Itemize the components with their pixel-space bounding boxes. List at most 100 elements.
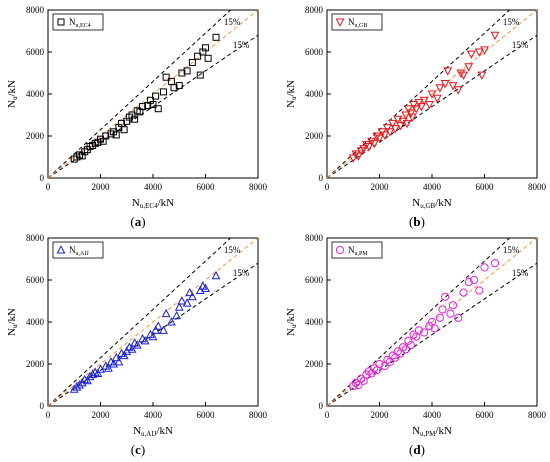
data-point — [407, 113, 417, 122]
x-tick-label: 2000 — [92, 410, 111, 420]
data-point — [424, 101, 434, 110]
x-tick-label: 4000 — [144, 182, 163, 192]
lower-bound-line — [48, 262, 258, 406]
legend-marker — [335, 245, 345, 255]
data-point — [151, 325, 161, 334]
data-point — [401, 345, 410, 354]
data-point — [359, 145, 369, 154]
data-point — [187, 291, 197, 301]
legend-box — [52, 241, 104, 259]
x-tick-label: 6000 — [476, 182, 495, 192]
x-tick-label: 8000 — [249, 182, 268, 192]
data-point — [430, 324, 439, 333]
data-point — [409, 330, 418, 339]
lower-bound-label: 15% — [233, 268, 250, 278]
data-point — [393, 347, 402, 356]
y-tick-label: 2000 — [305, 131, 324, 141]
data-point — [399, 343, 408, 352]
x-tick-label: 8000 — [528, 410, 547, 420]
y-tick-label: 6000 — [305, 275, 324, 285]
data-point — [401, 111, 411, 120]
data-point — [177, 296, 187, 305]
x-tick-label: 8000 — [249, 410, 268, 420]
panel-caption: (b) — [409, 214, 425, 229]
y-axis-label: Nu/kN — [285, 80, 298, 108]
data-point — [448, 82, 458, 91]
data-point — [382, 124, 392, 133]
data-point — [372, 132, 382, 141]
y-tick-label: 4000 — [26, 89, 45, 99]
data-point — [448, 301, 458, 310]
lower-bound-label: 15% — [233, 40, 250, 50]
data-point — [175, 82, 183, 90]
data-point — [361, 140, 371, 150]
data-point — [438, 305, 447, 314]
x-tick-label: 6000 — [476, 410, 495, 420]
x-tick-label: 0 — [325, 182, 330, 192]
data-point — [127, 344, 137, 353]
data-point — [419, 96, 429, 106]
data-point — [75, 380, 84, 389]
data-point — [446, 309, 455, 318]
y-tick-label: 2000 — [26, 131, 45, 141]
upper-bound-line — [48, 10, 232, 178]
data-point — [420, 328, 429, 337]
data-point — [388, 119, 398, 129]
reference-lines — [48, 238, 258, 406]
data-point — [409, 101, 419, 110]
x-axis-label: Nu,EC4/kN — [132, 197, 174, 210]
data-point — [370, 364, 379, 373]
data-point — [69, 384, 79, 393]
y-tick-label: 4000 — [26, 317, 45, 327]
data-points — [348, 31, 500, 163]
x-tick-label: 6000 — [197, 410, 216, 420]
data-point — [351, 150, 361, 159]
data-point — [149, 101, 157, 108]
data-point — [172, 310, 182, 320]
data-point — [170, 84, 178, 92]
y-tick-label: 6000 — [305, 47, 324, 57]
data-point — [160, 88, 167, 96]
data-point — [188, 59, 196, 66]
panel-caption: (c) — [131, 442, 145, 457]
y-tick-label: 8000 — [26, 233, 45, 243]
data-point — [185, 287, 195, 297]
data-point — [402, 119, 412, 129]
data-point — [174, 302, 184, 311]
y-axis-label: Nu/kN — [285, 308, 298, 336]
y-tick-label: 8000 — [26, 5, 45, 15]
data-point — [459, 71, 468, 80]
data-point — [480, 46, 489, 55]
data-point — [204, 54, 212, 62]
upper-bound-label: 15% — [503, 17, 520, 27]
x-tick-label: 6000 — [197, 182, 216, 192]
data-point — [178, 69, 186, 77]
data-point — [435, 84, 445, 93]
x-axis-label: Nu,PM/kN — [412, 425, 452, 438]
data-point — [417, 103, 426, 112]
data-point — [427, 90, 437, 99]
panel-d: 0 2000 4000 6000 8000 0 2000 4000 6000 8000 15% 15%… — [285, 233, 547, 457]
data-point — [441, 292, 450, 301]
data-point — [202, 44, 209, 52]
upper-bound-label: 15% — [224, 245, 241, 255]
data-point — [375, 134, 384, 143]
data-point — [148, 331, 158, 341]
data-point — [351, 378, 360, 387]
x-tick-label: 4000 — [423, 410, 442, 420]
upper-bound-label: 15% — [224, 17, 241, 27]
panel-caption: (a) — [130, 214, 145, 229]
chart-panels: 0 2000 4000 6000 8000 0 2000 4000 6000 8000 15% 15%… — [6, 5, 547, 457]
upper-bound-line — [327, 238, 511, 406]
data-point — [196, 71, 204, 79]
upper-bound-label: 15% — [503, 245, 520, 255]
data-point — [477, 71, 487, 80]
panel-c: 0 2000 4000 6000 8000 0 2000 4000 6000 8000 15% 15%… — [6, 233, 268, 457]
data-point — [82, 375, 92, 385]
data-point — [406, 341, 416, 350]
data-point — [432, 94, 442, 104]
x-tick-label: 0 — [46, 182, 51, 192]
data-point — [464, 63, 474, 72]
y-tick-label: 4000 — [305, 317, 324, 327]
